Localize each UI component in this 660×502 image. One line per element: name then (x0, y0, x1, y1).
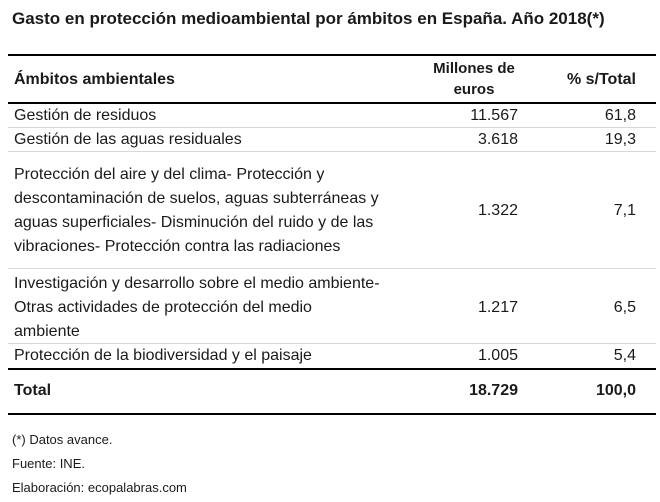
header-top-rule (8, 54, 656, 56)
total-millones: 18.729 (469, 382, 518, 399)
row-residuos-label: Gestión de residuos (14, 107, 157, 124)
row-investigacion-label-line3: ambiente (14, 323, 80, 340)
row-divider (8, 151, 656, 152)
note-datos-avance: (*) Datos avance. (12, 432, 113, 447)
header-millones-line1: Millones de (433, 60, 515, 77)
header-bottom-rule (8, 102, 656, 104)
footnotes: (*) Datos avance. Fuente: INE. Elaboraci… (12, 428, 187, 500)
note-fuente: Fuente: INE. (12, 456, 85, 471)
row-investigacion-label-line2: Otras actividades de protección del medi… (14, 299, 312, 316)
row-divider (8, 268, 656, 269)
total-top-rule (8, 368, 656, 370)
row-aire-label-line2: descontaminación de suelos, aguas subter… (14, 190, 379, 207)
row-residuos-pct: 61,8 (604, 107, 636, 124)
row-aire-pct: 7,1 (613, 202, 636, 219)
total-label: Total (14, 382, 52, 399)
row-aguas-label: Gestión de las aguas residuales (14, 131, 242, 148)
row-investigacion-millones: 1.217 (477, 299, 518, 316)
header-ambitos: Ámbitos ambientales (14, 71, 175, 88)
row-investigacion-label-line1: Investigación y desarrollo sobre el medi… (14, 275, 380, 292)
total-pct: 100,0 (595, 382, 636, 399)
header-millones-line2: euros (453, 81, 495, 98)
note-elaboracion: Elaboración: ecopalabras.com (12, 480, 187, 495)
row-aire-label-line1: Protección del aire y del clima- Protecc… (14, 166, 325, 183)
header-porcentaje: % s/Total (566, 71, 636, 88)
table-title: Gasto en protección medioambiental por á… (12, 9, 605, 28)
row-aguas-pct: 19,3 (604, 131, 636, 148)
row-divider (8, 343, 656, 344)
row-biodiversidad-millones: 1.005 (477, 347, 518, 364)
table-bottom-rule (8, 413, 656, 415)
row-biodiversidad-label: Protección de la biodiversidad y el pais… (14, 347, 312, 364)
row-aire-label-line4: vibraciones- Protección contra las radia… (14, 238, 341, 255)
row-aire-millones: 1.322 (477, 202, 518, 219)
row-divider (8, 127, 656, 128)
row-investigacion-pct: 6,5 (613, 299, 636, 316)
row-aguas-millones: 3.618 (477, 131, 518, 148)
row-aire-label-line3: aguas superficiales- Disminución del rui… (14, 214, 374, 231)
row-residuos-millones: 11.567 (470, 107, 518, 124)
row-biodiversidad-pct: 5,4 (613, 347, 636, 364)
